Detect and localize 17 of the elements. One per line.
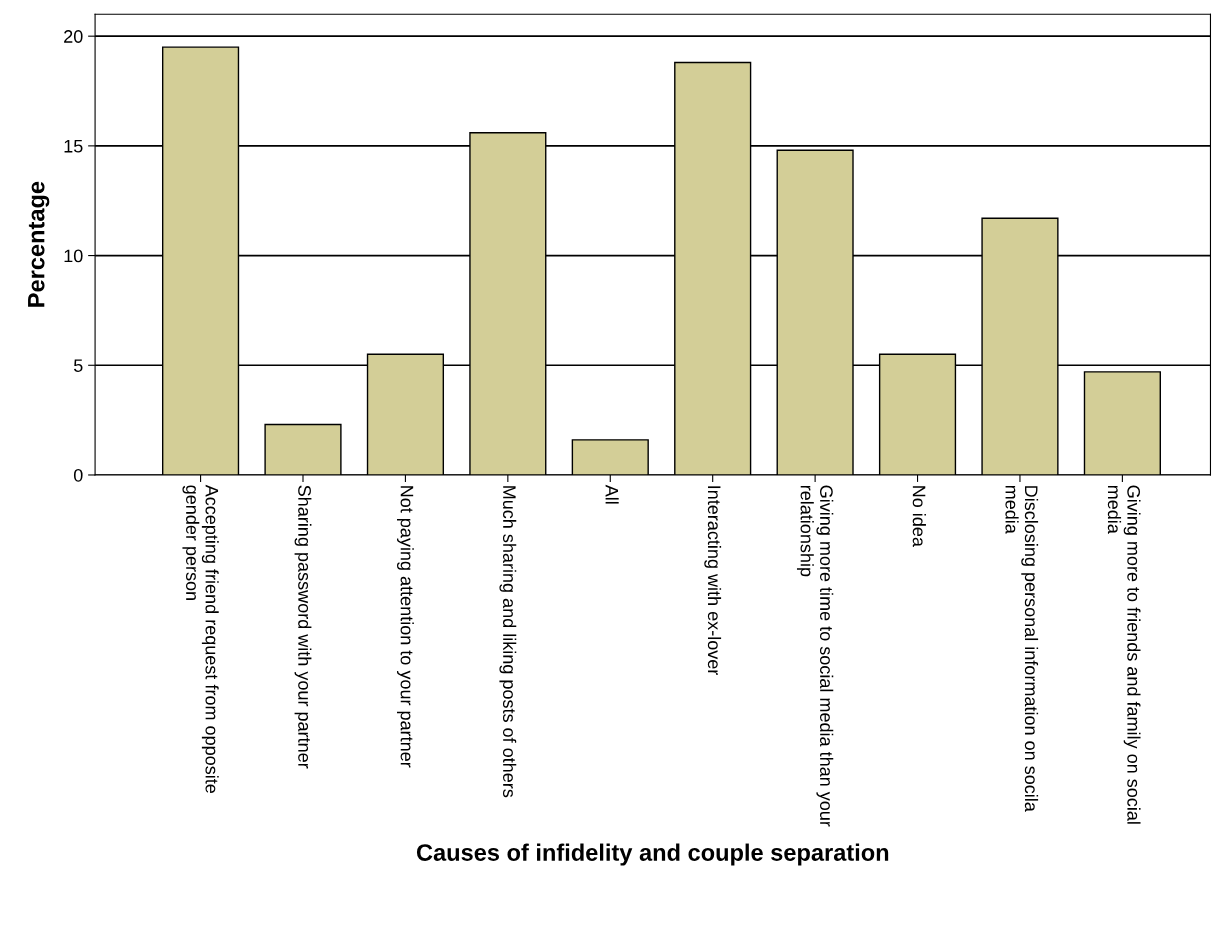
x-axis-title: Causes of infidelity and couple separation: [416, 843, 889, 866]
x-tick-label: Disclosing personal information on socila media: [1005, 485, 1039, 812]
x-tick-label: Much sharing and liking posts of others: [499, 486, 517, 798]
x-tick-label: Sharing password with your partner: [294, 485, 312, 769]
x-tick-label: Accepting friend request from opposite gender person: [182, 484, 219, 794]
y-tick-label: 0: [73, 468, 83, 482]
x-tick-label: Interacting with ex-lover: [704, 486, 722, 676]
x-tick-label: Giving more time to social media than your relationship: [796, 485, 834, 827]
y-tick-label: 15: [64, 140, 83, 153]
y-axis-title: Percentage: [28, 181, 50, 307]
y-tick-label: 20: [64, 30, 83, 43]
x-tick-label: Not paying attention to your partner: [397, 486, 414, 768]
x-tick-label: No idea: [912, 486, 926, 547]
y-tick-label: 5: [73, 359, 83, 372]
x-tick-label: All: [605, 484, 619, 504]
y-tick-label: 10: [64, 249, 83, 263]
x-tick-label: Giving more to friends and family on social media: [1107, 485, 1141, 824]
